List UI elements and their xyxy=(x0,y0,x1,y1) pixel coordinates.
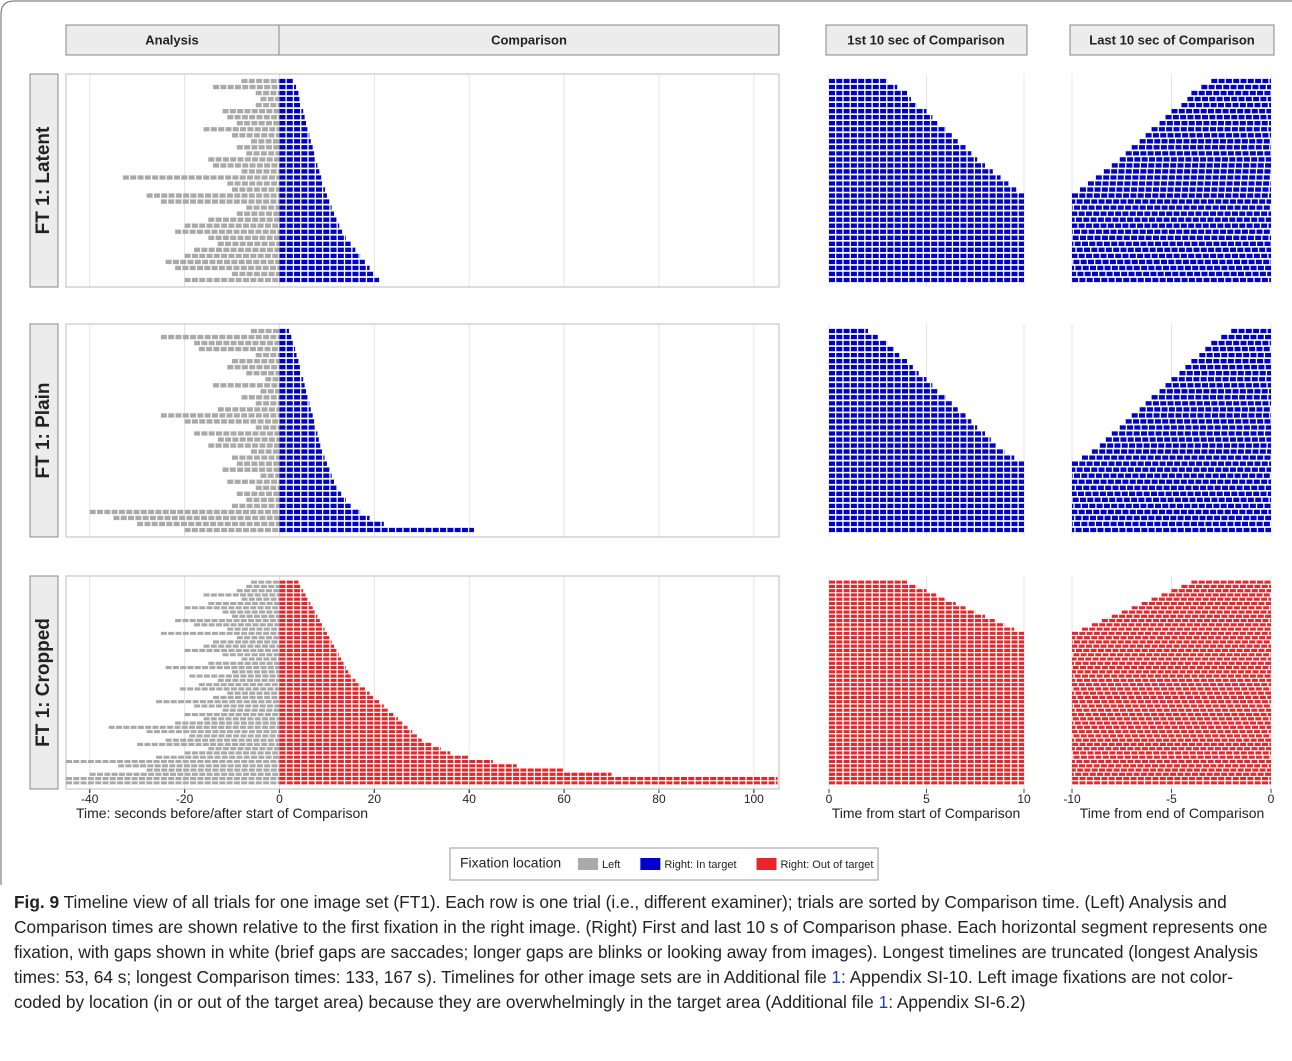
caption-text: : Appendix SI-10. Left image fixations a… xyxy=(14,967,1233,1012)
panel xyxy=(122,78,380,283)
panel xyxy=(1072,78,1271,283)
legend-label: Right: In target xyxy=(664,859,736,871)
panel xyxy=(1072,328,1271,533)
panel xyxy=(829,78,1024,283)
facet-strip xyxy=(29,323,59,538)
x-tick-label: 40 xyxy=(463,792,477,806)
strip-label: Last 10 sec of Comparison xyxy=(1089,32,1254,47)
legend-swatch xyxy=(756,858,777,870)
legend-title: Fixation location xyxy=(460,855,561,871)
panel xyxy=(66,580,778,785)
frame xyxy=(0,0,1292,885)
link[interactable]: 1 xyxy=(878,992,889,1012)
x-tick-label: 0 xyxy=(826,792,833,806)
strip xyxy=(825,24,1028,56)
strip-label: Analysis xyxy=(145,32,198,47)
x-tick-label: 10 xyxy=(1017,792,1031,806)
x-tick-label: -10 xyxy=(1063,792,1081,806)
plot-frame xyxy=(65,73,780,288)
caption-text: Timeline view of all trials for one imag… xyxy=(14,892,1268,987)
legend xyxy=(449,847,879,881)
x-tick-label: 20 xyxy=(368,792,382,806)
x-tick-label: 100 xyxy=(744,792,764,806)
caption-label: Fig. 9 xyxy=(14,892,60,912)
x-axis-label: Time: seconds before/after start of Comp… xyxy=(76,805,368,821)
x-tick-label: 5 xyxy=(923,792,930,806)
x-axis-label: Time from end of Comparison xyxy=(1080,805,1265,821)
x-axis-label: Time from start of Comparison xyxy=(832,805,1021,821)
x-tick-label: -20 xyxy=(176,792,194,806)
x-tick-label: -5 xyxy=(1166,792,1177,806)
plot-frame xyxy=(65,575,780,790)
legend-label: Left xyxy=(602,859,620,871)
facet-strip xyxy=(29,575,59,790)
x-tick-label: 60 xyxy=(557,792,571,806)
caption: Fig. 9 Timeline view of all trials for o… xyxy=(14,890,1280,1015)
strip xyxy=(1069,24,1275,56)
chart: Analysis Comparison 1st 10 sec of Compar… xyxy=(0,0,1292,885)
facet-label: FT 1: Latent xyxy=(33,126,54,234)
panel xyxy=(829,328,1024,533)
panel xyxy=(1072,580,1271,785)
x-tick-label: 0 xyxy=(1268,792,1275,806)
facet-strip xyxy=(29,73,59,288)
strip xyxy=(278,24,780,56)
x-tick-label: 0 xyxy=(276,792,283,806)
facet-label: FT 1: Cropped xyxy=(33,618,54,747)
x-tick-label: 80 xyxy=(652,792,666,806)
panel xyxy=(829,580,1024,785)
strip-label: Comparison xyxy=(491,32,567,47)
facet-label: FT 1: Plain xyxy=(33,382,54,478)
link[interactable]: 1 xyxy=(831,967,842,987)
legend-swatch xyxy=(640,858,661,870)
caption-text: : Appendix SI-6.2) xyxy=(888,992,1026,1012)
x-tick-label: -40 xyxy=(81,792,99,806)
legend-swatch xyxy=(578,858,598,870)
panel xyxy=(89,328,474,533)
strip-label: 1st 10 sec of Comparison xyxy=(847,32,1005,47)
plot-frame xyxy=(65,323,780,538)
legend-label: Right: Out of target xyxy=(781,859,874,871)
